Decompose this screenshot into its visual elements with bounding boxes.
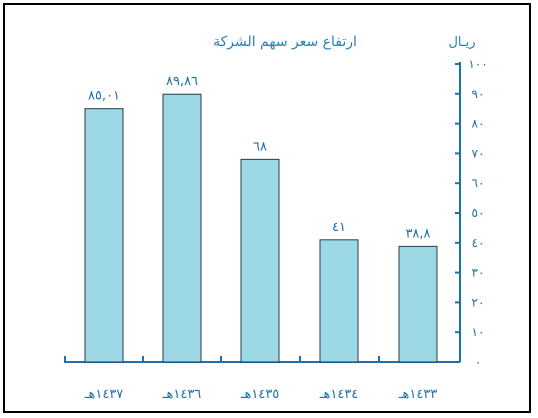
y-tick-label: ١٠٠ <box>468 57 487 71</box>
y-tick-label: ٣٠ <box>472 266 485 280</box>
bar <box>398 245 438 363</box>
x-tick-label: ١٤٣٦هـ <box>162 387 202 402</box>
bar <box>84 108 124 363</box>
x-tick-label: ١٤٣٤هـ <box>319 387 359 402</box>
x-tick-labels: ١٤٣٧هـ ١٤٣٦هـ ١٤٣٥هـ ١٤٣٤هـ ١٤٣٣هـ <box>84 387 438 402</box>
bar <box>162 93 202 363</box>
bar <box>319 239 359 363</box>
x-tick-label: ١٤٣٣هـ <box>398 387 438 402</box>
x-tick-label: ١٤٣٧هـ <box>84 387 124 402</box>
data-label: ٦٨ <box>253 139 267 154</box>
y-tick-label: ٥٠ <box>472 206 485 220</box>
y-tick-label: ٠ <box>475 355 481 369</box>
y-tick-label: ٦٠ <box>472 176 485 190</box>
y-tick-label: ٨٠ <box>472 117 485 131</box>
data-label: ٨٥,٠١ <box>88 89 120 104</box>
data-label: ٤١ <box>332 220 346 235</box>
y-axis-unit: ريـال <box>448 35 475 50</box>
data-labels: ٨٥,٠١ ٨٩,٨٦ ٦٨ ٤١ ٣٨,٨ <box>88 74 431 241</box>
x-tick-label: ١٤٣٥هـ <box>240 387 280 402</box>
y-ticks: ٠ ١٠ ٢٠ ٣٠ ٤٠ ٥٠ ٦٠ ٧٠ ٨٠ ٩٠ ١٠٠ <box>455 57 488 369</box>
bars <box>84 93 438 363</box>
chart-title: ارتفاع سعر سهم الشركة <box>213 34 357 50</box>
y-tick-label: ٩٠ <box>472 87 485 101</box>
y-tick-label: ٢٠ <box>472 295 485 309</box>
bar <box>240 158 280 363</box>
data-label: ٣٨,٨ <box>405 226 430 241</box>
y-tick-label: ٧٠ <box>472 146 485 160</box>
y-tick-label: ١٠ <box>472 325 485 339</box>
data-label: ٨٩,٨٦ <box>166 74 198 89</box>
y-tick-label: ٤٠ <box>472 236 485 250</box>
